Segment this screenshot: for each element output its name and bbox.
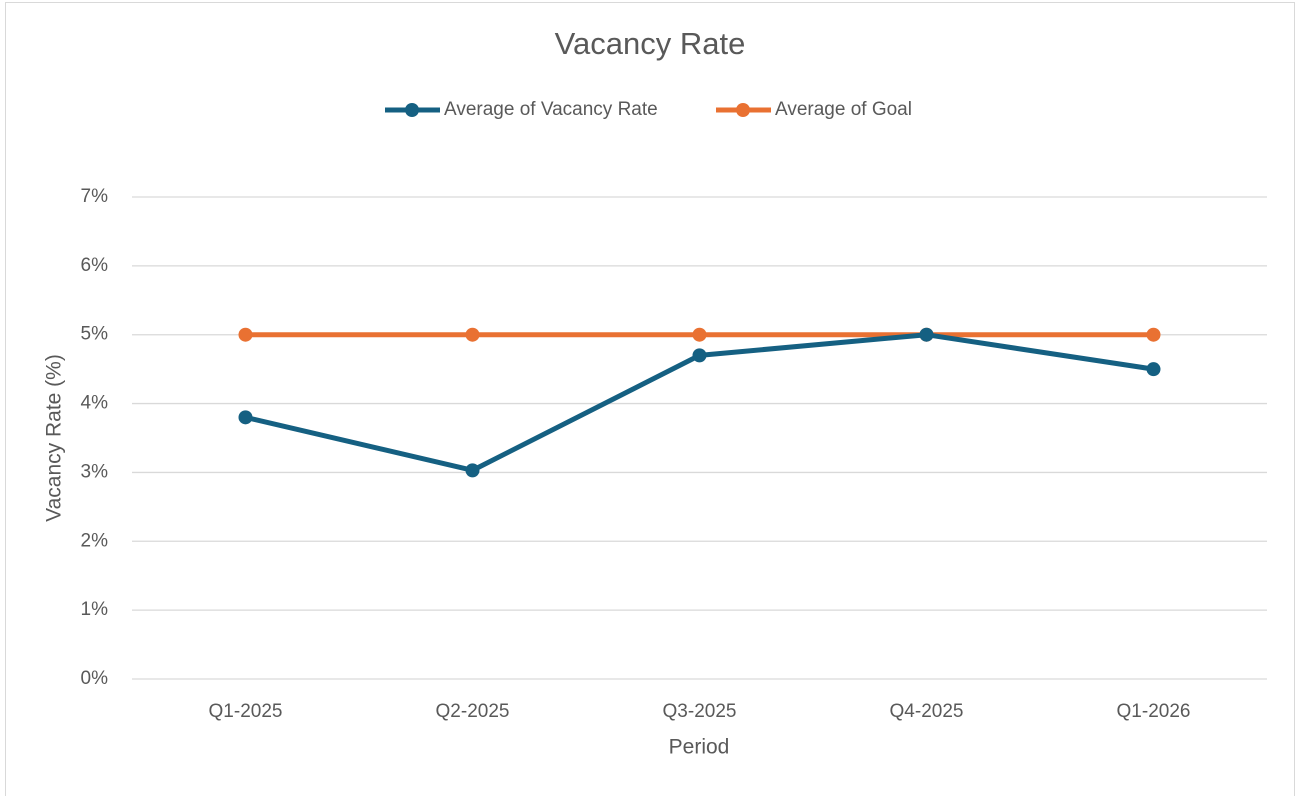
x-axis-title: Period [669,736,730,759]
legend-marker [405,103,419,117]
data-point [465,327,480,342]
data-point [692,348,707,363]
data-point [1146,362,1161,377]
legend-label: Average of Goal [775,99,912,120]
legend-marker [736,103,750,117]
x-tick-label: Q1-2026 [1117,701,1191,722]
data-point [692,327,707,342]
data-point [238,327,253,342]
y-axis-title: Vacancy Rate (%) [43,354,66,522]
data-point [919,327,934,342]
x-tick-label: Q3-2025 [663,701,737,722]
chart-title: Vacancy Rate [555,26,746,61]
x-tick-label: Q1-2025 [209,701,283,722]
y-tick-label: 6% [81,255,109,276]
y-tick-label: 3% [81,461,109,482]
data-point [238,410,253,425]
y-tick-label: 2% [81,530,109,551]
y-tick-label: 1% [81,599,109,620]
y-tick-label: 4% [81,393,109,414]
x-tick-label: Q4-2025 [890,701,964,722]
x-tick-label: Q2-2025 [436,701,510,722]
y-tick-label: 0% [81,668,109,689]
legend-label: Average of Vacancy Rate [444,99,658,120]
y-tick-label: 5% [81,324,109,345]
data-point [465,463,480,478]
chart-frame [5,2,1295,796]
data-point [1146,327,1161,342]
y-tick-label: 7% [81,186,109,207]
